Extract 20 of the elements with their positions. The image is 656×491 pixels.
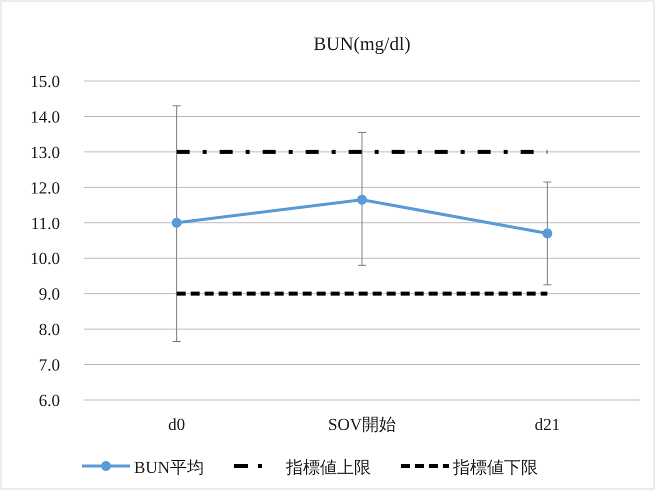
legend-label: BUN平均 <box>134 458 204 477</box>
y-tick-label: 11.0 <box>30 214 60 233</box>
x-tick-label: d21 <box>534 415 560 434</box>
y-tick-label: 7.0 <box>38 356 60 375</box>
y-tick-label: 12.0 <box>30 178 60 198</box>
y-tick-label: 8.0 <box>38 320 60 340</box>
point <box>172 218 182 228</box>
legend-label: 指標値下限 <box>452 458 538 477</box>
chart-title: BUN(mg/dl) <box>313 34 411 55</box>
y-tick-label: 9.0 <box>38 284 60 304</box>
x-tick-label: SOV開始 <box>328 415 396 434</box>
y-tick-label: 6.0 <box>38 391 60 410</box>
y-tick-label: 15.0 <box>30 72 60 91</box>
y-tick-label: 13.0 <box>30 142 60 162</box>
x-tick-label: d0 <box>168 415 186 434</box>
y-tick-label: 10.0 <box>30 249 60 268</box>
point <box>357 194 367 205</box>
point <box>542 228 552 238</box>
y-tick-label: 14.0 <box>30 107 60 126</box>
legend-label: 指標値上限 <box>284 458 371 477</box>
